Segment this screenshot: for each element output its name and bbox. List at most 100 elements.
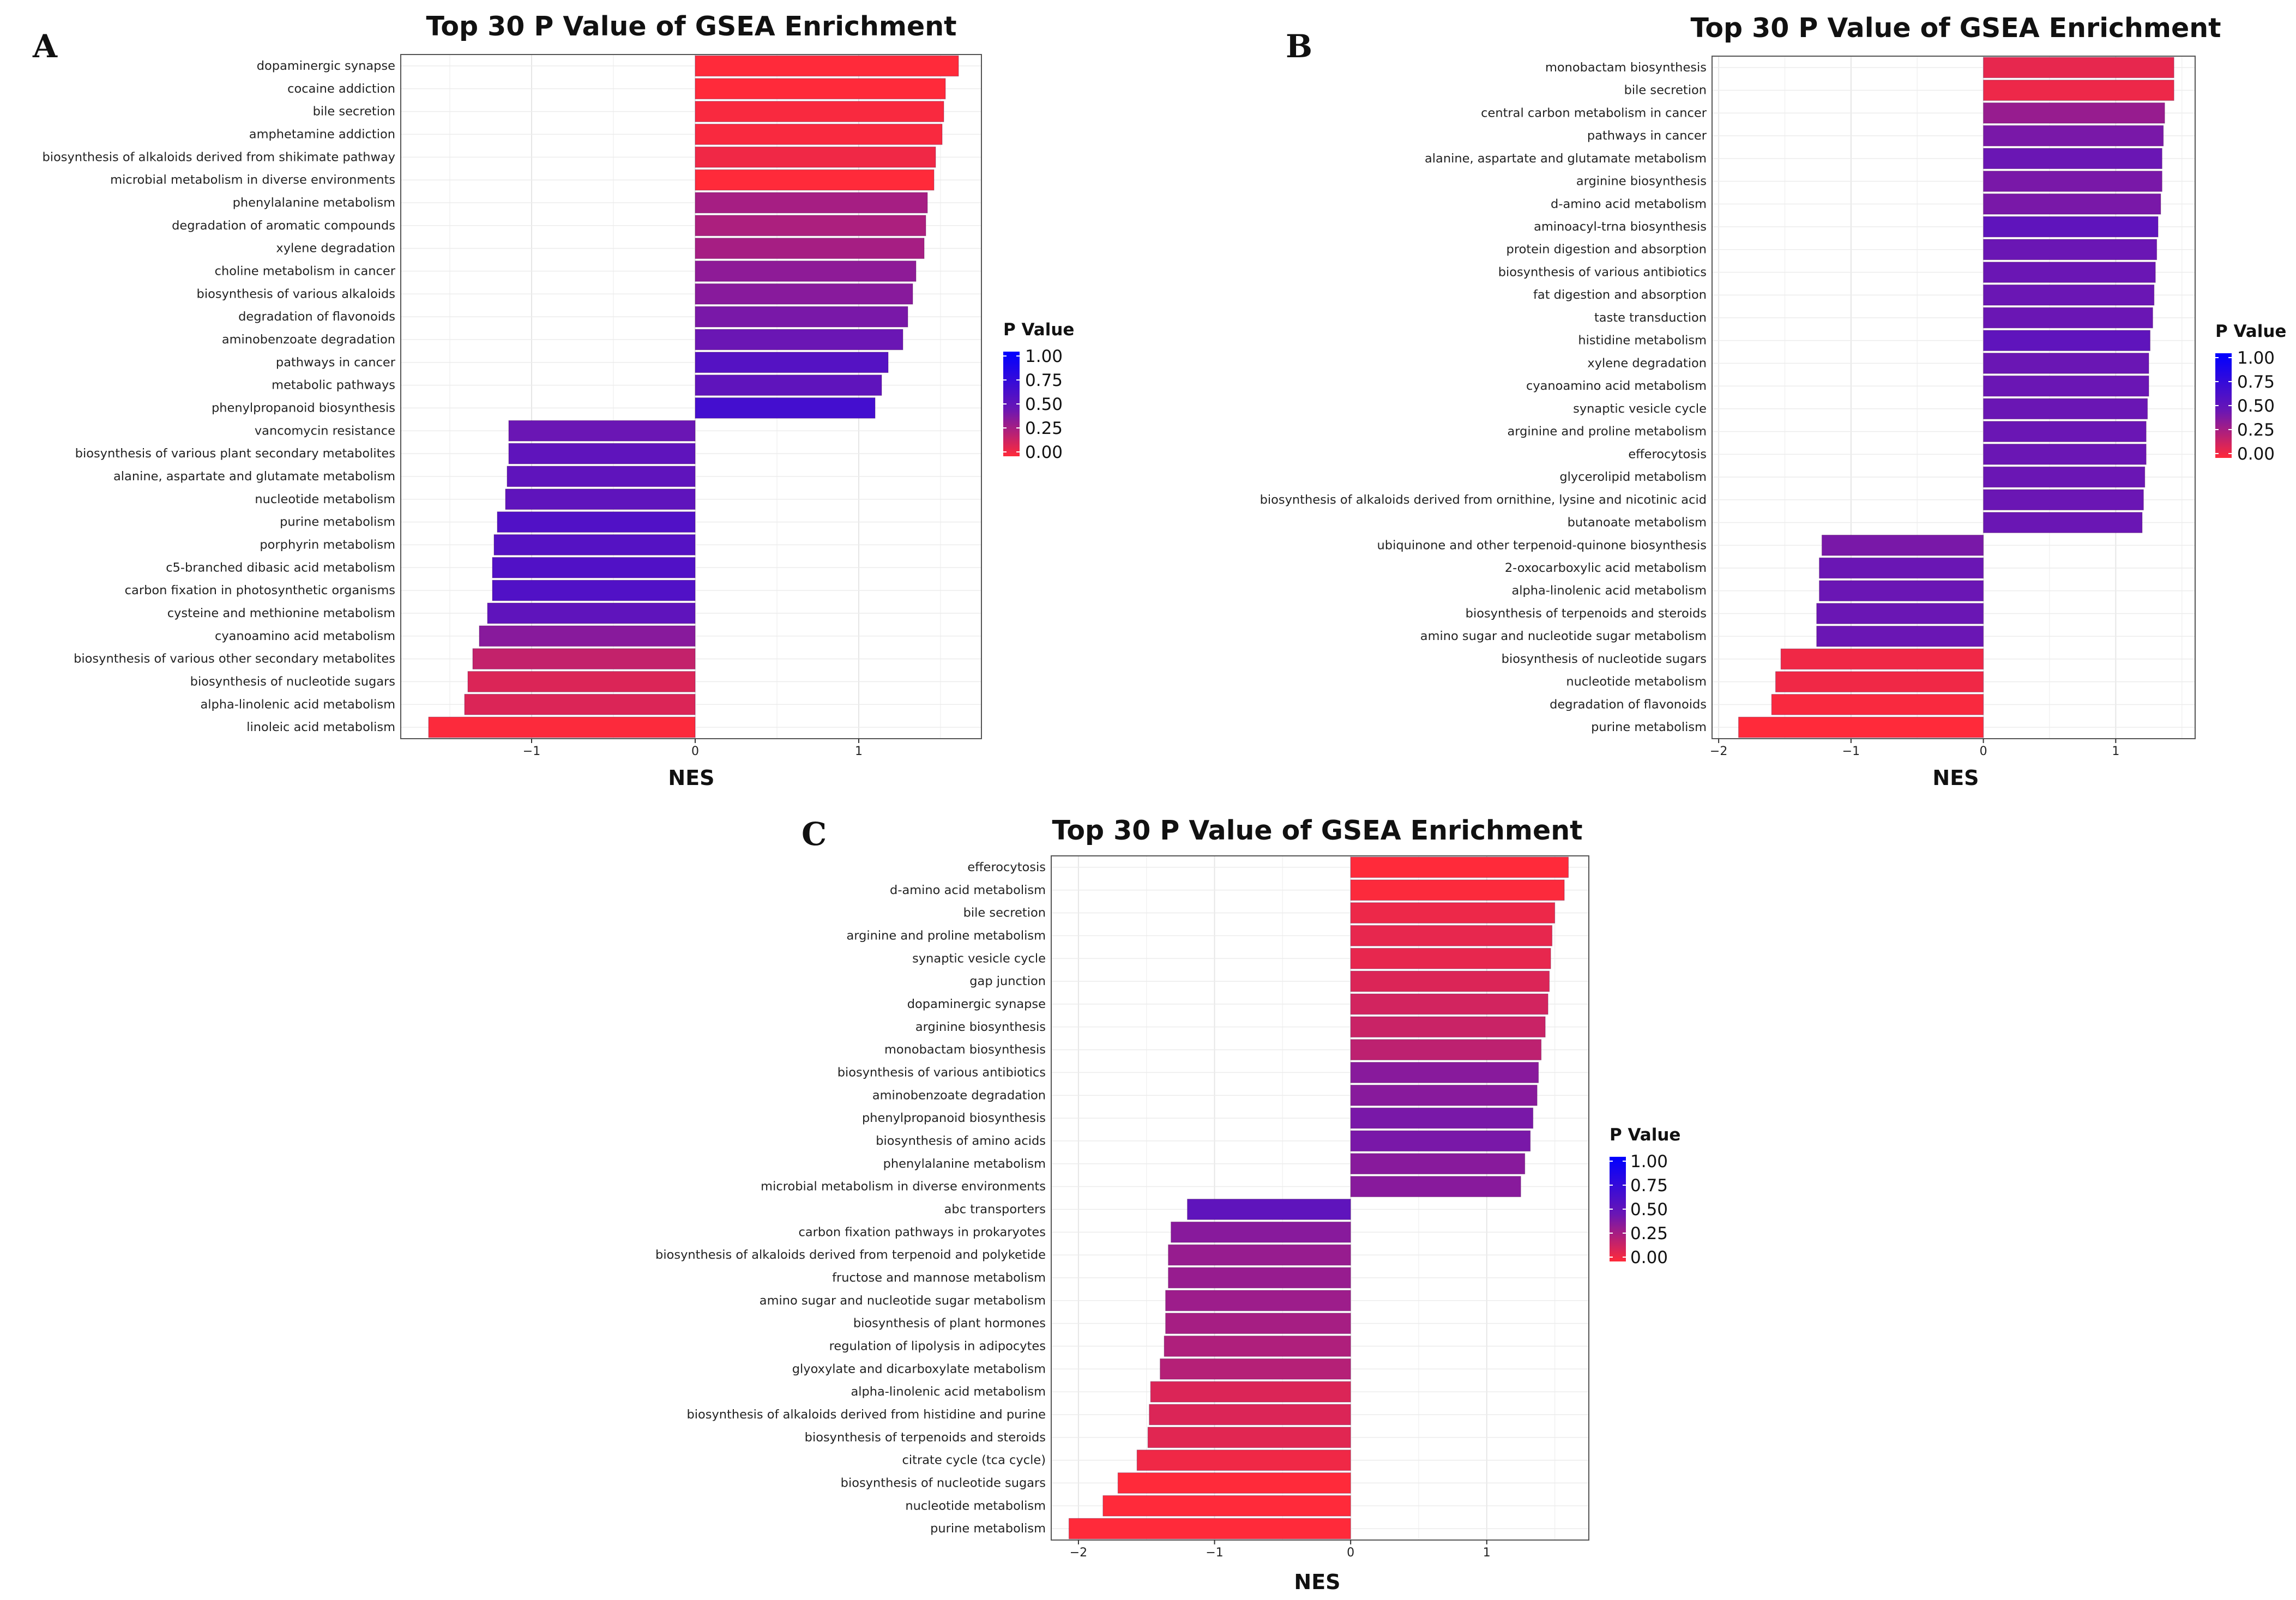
category-label: alanine, aspartate and glutamate metabol… — [113, 469, 395, 484]
bar-24 — [1150, 1381, 1351, 1403]
bar-10 — [1983, 262, 2156, 283]
bar-2 — [695, 78, 946, 100]
category-label: arginine biosynthesis — [915, 1020, 1046, 1034]
bar-10 — [1350, 1062, 1539, 1083]
x-axis-title: NES — [1294, 1570, 1340, 1594]
bar-16 — [695, 397, 876, 419]
bar-4 — [695, 124, 943, 145]
category-label: microbial metabolism in diverse environm… — [761, 1180, 1046, 1194]
bar-21 — [1983, 512, 2143, 533]
category-label: phenylalanine metabolism — [883, 1157, 1046, 1171]
legend-tick-label: 1.00 — [2237, 348, 2275, 368]
category-label: biosynthesis of nucleotide sugars — [841, 1476, 1046, 1490]
bar-14 — [695, 352, 889, 373]
category-label: taste transduction — [1594, 311, 1707, 325]
category-label: biosynthesis of plant hormones — [853, 1317, 1046, 1331]
category-label: biosynthesis of nucleotide sugars — [190, 674, 395, 689]
bar-8 — [1350, 1016, 1546, 1038]
plot-border — [1712, 56, 2196, 739]
legend-title: P Value — [1003, 320, 1074, 340]
x-axis-ticks: −1 0 1 — [523, 739, 863, 758]
bar-3 — [1983, 102, 2165, 124]
chart-panel-c: C Top 30 P Value of GSEA Enrichmenteffero… — [655, 815, 1680, 1594]
x-tick-label: −2 — [1070, 1546, 1087, 1560]
category-label: d-amino acid metabolism — [1551, 197, 1707, 211]
bar-15 — [1350, 1176, 1521, 1197]
bar-13 — [695, 329, 903, 351]
category-label: vancomycin resistance — [255, 424, 395, 438]
category-label: metabolic pathways — [272, 378, 395, 393]
category-label: alpha-linolenic acid metabolism — [851, 1385, 1046, 1399]
category-label: aminoacyl-trna biosynthesis — [1534, 220, 1707, 234]
legend-tick-label: 0.50 — [1630, 1200, 1668, 1219]
legend-tick-label: 0.50 — [2237, 396, 2275, 416]
panel-letter: A — [32, 28, 58, 65]
legend-tick-label: 0.75 — [1630, 1176, 1668, 1196]
bar-19 — [507, 466, 696, 487]
legend-tick-label: 0.00 — [1630, 1248, 1668, 1267]
bar-13 — [1350, 1130, 1531, 1152]
x-tick-label: −1 — [1206, 1546, 1223, 1560]
bar-22 — [493, 534, 696, 556]
plot-border — [1051, 855, 1589, 1541]
bar-26 — [1816, 625, 1984, 647]
category-label: degradation of flavonoids — [238, 310, 395, 324]
bars — [1068, 856, 1569, 1539]
bar-25 — [1149, 1404, 1351, 1426]
bar-16 — [1983, 398, 2148, 420]
category-label: alpha-linolenic acid metabolism — [1511, 584, 1707, 598]
p-value-legend: P Value 1.00 0.75 0.50 0.25 0.00 — [1610, 1125, 1680, 1267]
bar-1 — [695, 55, 959, 77]
category-label: bile secretion — [963, 906, 1046, 920]
bar-27 — [1136, 1450, 1351, 1471]
category-label: synaptic vesicle cycle — [1573, 402, 1707, 416]
category-label: choline metabolism in cancer — [215, 264, 396, 278]
bar-15 — [1983, 375, 2149, 397]
plot-area — [1712, 56, 2195, 739]
bar-16 — [1187, 1199, 1351, 1220]
bar-11 — [1350, 1084, 1538, 1106]
bar-30 — [1738, 716, 1984, 738]
chart-panel-b: B Top 30 P Value of GSEA Enrichment monoba… — [1260, 13, 2287, 790]
category-label: alpha-linolenic acid metabolism — [200, 697, 395, 711]
x-tick-label: 1 — [1483, 1546, 1491, 1560]
category-label: biosynthesis of alkaloids derived from o… — [1260, 493, 1707, 507]
category-label: nucleotide metabolism — [255, 492, 395, 506]
chart-panel-a: A Top 30 P Value of GSEA Enrichment dopami… — [32, 11, 1074, 790]
chart-title: Top 30 P Value of GSEA Enrichment — [1052, 815, 1582, 846]
bar-23 — [492, 557, 696, 578]
x-tick-label: 0 — [1347, 1546, 1354, 1560]
category-label: protein digestion and absorption — [1506, 243, 1707, 257]
x-axis-title: NES — [1932, 766, 1979, 790]
bar-24 — [492, 579, 696, 601]
category-label: central carbon metabolism in cancer — [1481, 106, 1707, 120]
bar-15 — [695, 375, 882, 396]
category-label: glyoxylate and dicarboxylate metabolism — [792, 1362, 1046, 1376]
bar-2 — [1983, 80, 2174, 101]
plot-area — [1051, 856, 1589, 1540]
category-label: cocaine addiction — [287, 82, 395, 96]
category-label: d-amino acid metabolism — [890, 883, 1046, 897]
category-label: cyanoamino acid metabolism — [1526, 379, 1707, 393]
category-label: phenylpropanoid biosynthesis — [212, 401, 395, 415]
bar-20 — [505, 488, 696, 510]
bar-23 — [1819, 557, 1984, 579]
category-label: purine metabolism — [930, 1521, 1046, 1536]
bar-21 — [497, 511, 696, 533]
bar-28 — [1117, 1472, 1351, 1494]
x-axis-ticks: −2 −1 0 1 — [1710, 739, 2119, 758]
bar-4 — [1983, 125, 2164, 147]
bar-27 — [1780, 648, 1984, 670]
category-labels: efferocytosis d-amino acid metabolism bile… — [655, 860, 1046, 1536]
category-label: biosynthesis of alkaloids derived from s… — [42, 150, 395, 164]
category-label: amino sugar and nucleotide sugar metabol… — [760, 1294, 1046, 1308]
category-label: cysteine and methionine metabolism — [167, 606, 395, 620]
chart-title: Top 30 P Value of GSEA Enrichment — [426, 11, 956, 42]
bar-9 — [1983, 239, 2158, 261]
category-label: 2-oxocarboxylic acid metabolism — [1505, 561, 1707, 575]
category-label: biosynthesis of various antibiotics — [837, 1065, 1046, 1079]
bar-19 — [1983, 466, 2146, 488]
bar-7 — [695, 192, 928, 214]
bar-22 — [1164, 1336, 1351, 1357]
bar-24 — [1819, 580, 1984, 602]
